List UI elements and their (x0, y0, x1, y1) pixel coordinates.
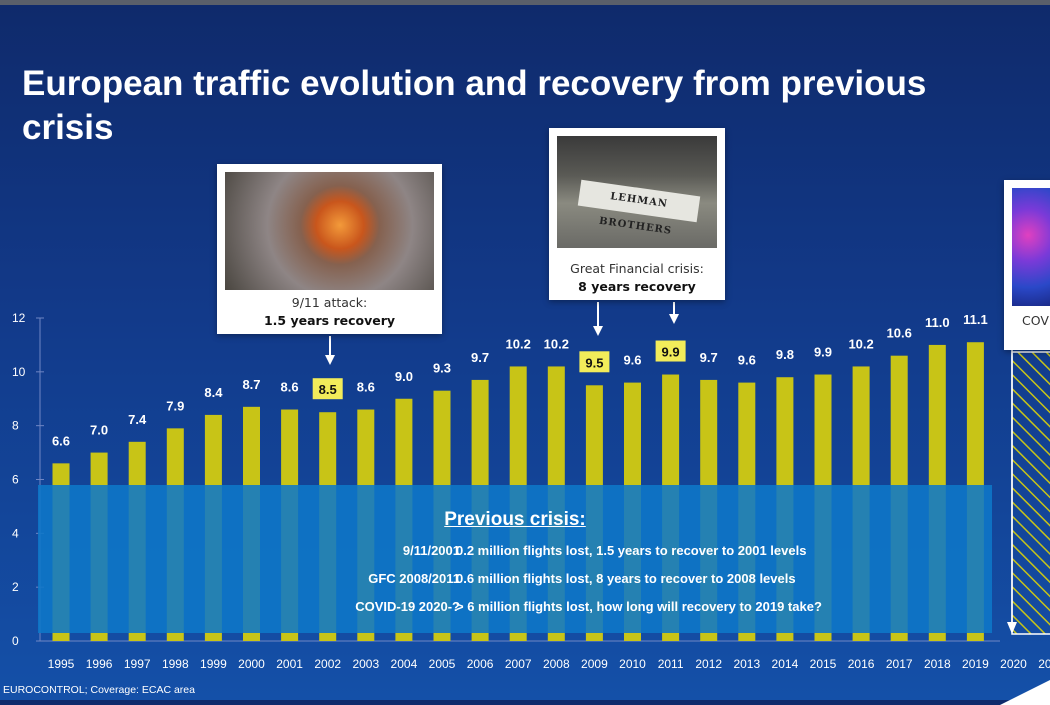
x-tick-label-2008: 2008 (543, 657, 570, 671)
previous-crisis-panel: Previous crisis: 9/11/2001 0.2 million f… (38, 485, 992, 633)
x-tick-label-2010: 2010 (619, 657, 646, 671)
x-tick-label-2014: 2014 (772, 657, 799, 671)
data-label-1999: 8.4 (204, 385, 223, 400)
y-tick-label: 8 (12, 419, 19, 433)
x-tick-label-2001: 2001 (276, 657, 303, 671)
arrow-2009-head (593, 326, 603, 336)
crisis-label: 9/11/2001 (402, 543, 460, 558)
y-tick-label: 10 (12, 365, 26, 379)
x-tick-label-2006: 2006 (467, 657, 494, 671)
slide-title: European traffic evolution and recovery … (22, 64, 927, 147)
x-tick-label-2020: 2020 (1000, 657, 1027, 671)
x-axis: 1995 1996 1997 1998 1999 2000 2001 2002 2003 2004… (48, 657, 1050, 671)
x-tick-label-2005: 2005 (429, 657, 456, 671)
data-label-2002: 8.5 (319, 382, 337, 397)
x-tick-label-2011: 2011 (658, 657, 684, 671)
lehman-sign: LEHMAN BROTHERS (577, 179, 701, 237)
data-label-2016: 10.2 (848, 336, 873, 351)
callout-covid: COV (1004, 180, 1050, 350)
photo-covid-virus (1012, 188, 1050, 306)
callout-covid-caption: COV (1022, 313, 1049, 328)
x-tick-label-1998: 1998 (162, 657, 189, 671)
data-label-2014: 9.8 (776, 347, 794, 362)
data-label-2011: 9.9 (662, 345, 680, 360)
covid-arrow-head (1007, 622, 1017, 634)
data-label-2005: 9.3 (433, 361, 451, 376)
crisis-label: GFC 2008/2011 (368, 571, 460, 586)
photo-911-towers (225, 172, 434, 290)
photo-lehman-brothers: LEHMAN BROTHERS (557, 136, 717, 248)
data-label-2010: 9.6 (623, 353, 641, 368)
callout-financial-crisis: LEHMAN BROTHERS Great Financial crisis: … (549, 128, 725, 300)
data-label-2015: 9.9 (814, 345, 832, 360)
data-label-2006: 9.7 (471, 350, 489, 365)
previous-crisis-title: Previous crisis: (444, 509, 586, 530)
data-label-2012: 9.7 (700, 350, 718, 365)
highlight-box-2011 (655, 340, 686, 362)
y-tick-label: 12 (12, 311, 26, 325)
x-tick-label-2004: 2004 (391, 657, 418, 671)
callout-arrows (325, 302, 679, 365)
data-label-2018: 11.0 (925, 315, 950, 330)
data-label-1998: 7.9 (166, 398, 184, 413)
highlight-box-2002 (312, 378, 343, 400)
x-tick-label-2003: 2003 (352, 657, 379, 671)
crisis-description: 0.6 million flights lost, 8 years to rec… (456, 571, 796, 586)
data-label-1997: 7.4 (128, 412, 147, 427)
x-tick-label-1995: 1995 (48, 657, 75, 671)
data-label-1996: 7.0 (90, 423, 108, 438)
crisis-description: > 6 million flights lost, how long will … (456, 599, 822, 614)
x-tick-label-2015: 2015 (810, 657, 837, 671)
y-tick-label: 0 (12, 634, 19, 648)
crisis-description: 0.2 million flights lost, 1.5 years to r… (456, 543, 807, 558)
callout-911-recovery: 1.5 years recovery (263, 313, 396, 328)
callout-gfc-recovery: 8 years recovery (578, 279, 696, 294)
data-label-2017: 10.6 (887, 326, 912, 341)
x-tick-label-2007: 2007 (505, 657, 532, 671)
x-tick-label-2018: 2018 (924, 657, 951, 671)
x-tick-label-2017: 2017 (886, 657, 913, 671)
x-tick-label-1996: 1996 (86, 657, 113, 671)
data-label-2004: 9.0 (395, 369, 413, 384)
data-label-2009: 9.5 (585, 355, 603, 370)
data-label-2019: 11.1 (963, 312, 988, 327)
callout-gfc-caption: Great Financial crisis: (570, 261, 704, 276)
x-tick-label-1997: 1997 (124, 657, 151, 671)
data-label-2013: 9.6 (738, 353, 756, 368)
x-tick-label-2002: 2002 (314, 657, 341, 671)
x-tick-label-2009: 2009 (581, 657, 608, 671)
y-tick-label: 2 (12, 580, 19, 594)
top-bar (0, 0, 1050, 5)
x-tick-label-2013: 2013 (733, 657, 760, 671)
x-tick-label-2019: 2019 (962, 657, 989, 671)
covid-2020-region (1007, 345, 1050, 635)
x-tick-label-2000: 2000 (238, 657, 265, 671)
y-tick-label: 4 (12, 526, 19, 540)
callout-911-caption: 9/11 attack: (291, 295, 368, 310)
x-tick-label-1999: 1999 (200, 657, 227, 671)
x-tick-label-2012: 2012 (695, 657, 722, 671)
crisis-label: COVID-19 2020-? (355, 599, 460, 614)
data-label-1995: 6.6 (52, 433, 70, 448)
data-label-2008: 10.2 (544, 336, 569, 351)
data-label-2007: 10.2 (506, 336, 531, 351)
x-tick-label-2016: 2016 (848, 657, 875, 671)
data-label-2001: 8.6 (281, 380, 299, 395)
arrow-911-head (325, 355, 335, 365)
data-label-2000: 8.7 (242, 377, 260, 392)
data-label-2003: 8.6 (357, 380, 375, 395)
highlight-box-2009 (579, 351, 610, 373)
arrow-2011-head (669, 314, 679, 324)
y-tick-label: 6 (12, 473, 19, 487)
x-tick-label-2021: 2021 (1038, 657, 1050, 671)
corner-decoration (1000, 675, 1050, 705)
callout-911-attack: 9/11 attack: 1.5 years recovery (217, 164, 442, 334)
covid-hatched-bar (1011, 351, 1050, 635)
footer-source: EUROCONTROL; Coverage: ECAC area (3, 684, 195, 696)
